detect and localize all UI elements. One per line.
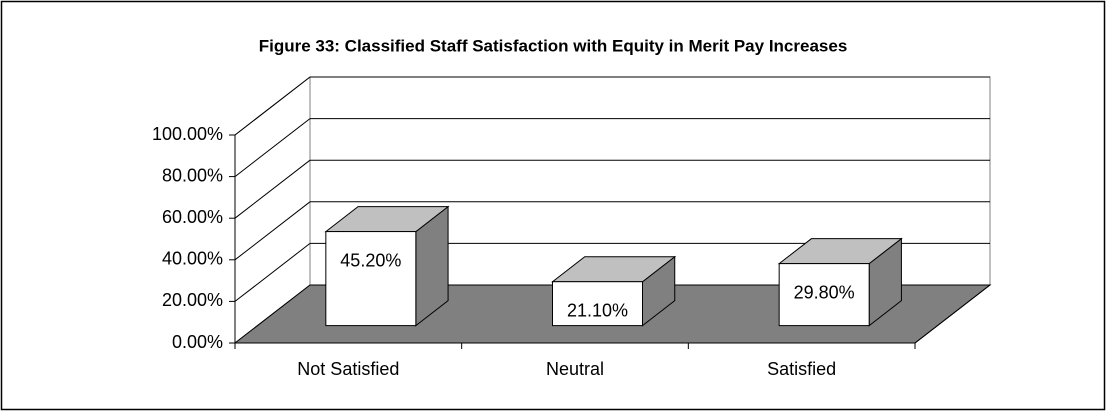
bar: [325, 231, 417, 327]
x-tick-label: Neutral: [546, 359, 604, 379]
grid-line: [234, 159, 311, 219]
y-tick-label: 60.00%: [162, 207, 223, 227]
chart-title: Figure 33: Classified Staff Satisfaction…: [259, 36, 848, 55]
x-tick-label: Satisfied: [767, 359, 836, 379]
bar: [552, 281, 643, 327]
value-label: 29.80%: [794, 282, 855, 302]
y-tick-label: 40.00%: [162, 249, 223, 269]
grid-line: [234, 76, 311, 136]
y-tick-label: 20.00%: [162, 290, 223, 310]
y-tick-label: 0.00%: [172, 332, 223, 352]
y-tick-label: 100.00%: [152, 124, 223, 144]
grid-line: [234, 243, 311, 302]
floor-edge: [914, 284, 991, 344]
y-tick-label: 80.00%: [162, 165, 223, 185]
grid-line: [234, 118, 311, 177]
value-label: 45.20%: [340, 250, 401, 270]
x-tick-label: Not Satisfied: [297, 359, 399, 379]
bar: [778, 263, 870, 327]
value-label: 21.10%: [567, 300, 628, 320]
grid-line: [234, 201, 311, 261]
